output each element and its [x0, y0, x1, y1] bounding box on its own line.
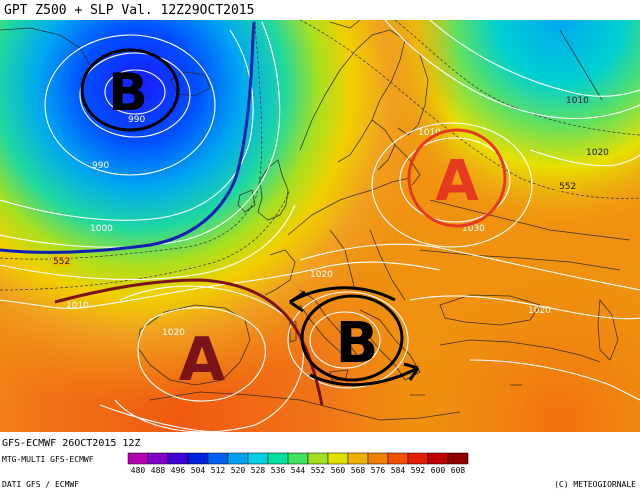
- colorbar-tick-label: 560: [331, 466, 346, 475]
- colorbar-swatch: [367, 452, 389, 465]
- colorbar-swatch: [327, 452, 349, 465]
- high-letter: A: [179, 325, 226, 395]
- colorbar-swatch: [427, 452, 449, 465]
- colorbar-tick-label: 536: [271, 466, 286, 475]
- isobar-label: 990: [92, 161, 109, 171]
- isobar-label: 1020: [528, 306, 551, 316]
- isobar-label: 1020: [162, 328, 185, 338]
- colorbar-tick-label: 512: [211, 466, 226, 475]
- isobar-label: 1010: [418, 128, 441, 138]
- run-info: GFS-ECMWF 26OCT2015 12Z: [2, 438, 140, 449]
- isobar-label: 1030: [462, 224, 485, 234]
- colorbar-swatch: [387, 452, 409, 465]
- colorbar-tick-label: 520: [231, 466, 246, 475]
- colorbar-swatch: [307, 452, 329, 465]
- isobar-label: 990: [128, 115, 145, 125]
- pressure-system-low-atlantic: B: [80, 48, 180, 132]
- model-info: MTG-MULTI GFS-ECMWF: [2, 455, 94, 464]
- colorbar-swatch: [287, 452, 309, 465]
- colorbar-swatch: [227, 452, 249, 465]
- colorbar-swatch: [127, 452, 149, 465]
- high-letter: A: [435, 149, 479, 214]
- low-letter: B: [336, 311, 379, 376]
- colorbar-tick-label: 576: [371, 466, 386, 475]
- cold-front-line: [0, 21, 256, 254]
- colorbar-swatch: [187, 452, 209, 465]
- isobar-label: 1010: [566, 96, 589, 106]
- isobars: [0, 19, 640, 433]
- z500-label: 552: [559, 182, 576, 192]
- colorbar-swatch: [167, 452, 189, 465]
- colorbar-tick-label: 480: [131, 466, 146, 475]
- coastlines: [0, 19, 631, 421]
- isobar-label: 1020: [586, 148, 609, 158]
- map-title: GPT Z500 + SLP Val. 12Z29OCT2015: [4, 3, 254, 18]
- colorbar-tick-label: 552: [311, 466, 326, 475]
- isobar-label: 1020: [310, 270, 333, 280]
- isobar-label: 1010: [66, 301, 89, 311]
- colorbar-swatch: [247, 452, 269, 465]
- colorbar-tick-label: 568: [351, 466, 366, 475]
- colorbar-tick-label: 528: [251, 466, 266, 475]
- colorbar-swatch: [147, 452, 169, 465]
- colorbar-swatch: [347, 452, 369, 465]
- z500-label-group: 552 552: [51, 180, 577, 267]
- low-letter: B: [108, 63, 148, 123]
- z500-label: 552: [53, 257, 70, 267]
- colorbar-swatch: [267, 452, 289, 465]
- colorbar-swatch: [447, 452, 469, 465]
- colorbar-swatch: [407, 452, 429, 465]
- colorbar-tick-label: 608: [451, 466, 466, 475]
- header-bar: [0, 0, 640, 20]
- pressure-system-low-italy: B: [289, 286, 420, 387]
- colorbar-tick-label: 600: [431, 466, 446, 475]
- ridge-axis-line: [54, 278, 324, 406]
- z500-contours: [0, 19, 640, 291]
- colorbar-tick-label: 584: [391, 466, 406, 475]
- colorbar-tick-label: 592: [411, 466, 426, 475]
- pressure-system-high-russia: A: [407, 128, 507, 228]
- colorbar-tick-label: 544: [291, 466, 306, 475]
- colorbar-tick-label: 488: [151, 466, 166, 475]
- data-source: DATI GFS / ECMWF: [2, 480, 79, 489]
- isobar-label: 1000: [90, 224, 113, 234]
- colorbar-tick-label: 504: [191, 466, 206, 475]
- colorbar-swatch: [207, 452, 229, 465]
- colorbar: 480 488 496 504 512 520 528 536 544 552 560 568 576 5…: [127, 452, 469, 475]
- pressure-system-high-iberia: A: [179, 325, 226, 395]
- colorbar-tick-label: 496: [171, 466, 186, 475]
- copyright: (C) METEOGIORNALE: [554, 480, 636, 489]
